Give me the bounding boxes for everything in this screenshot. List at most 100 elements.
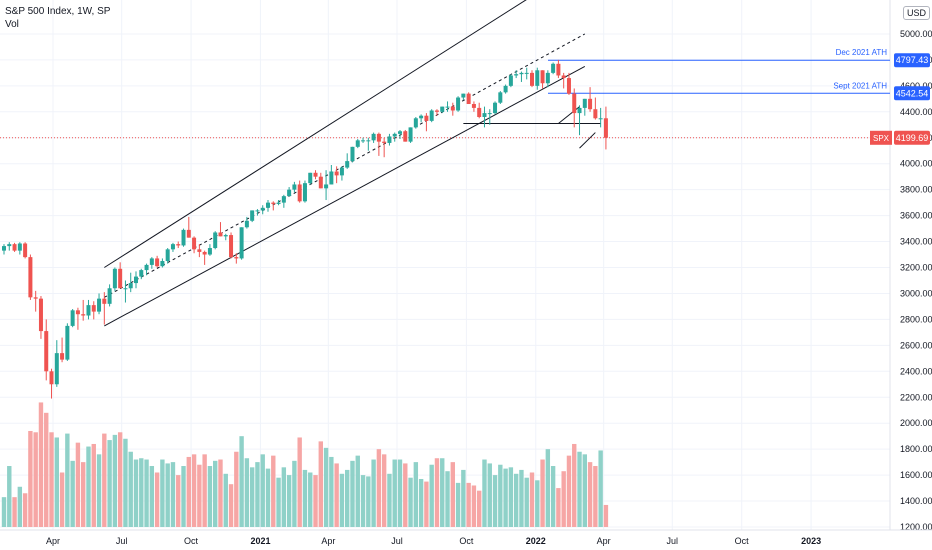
volume-bar xyxy=(17,486,23,527)
candle-body xyxy=(582,98,587,108)
candle-body xyxy=(398,131,402,134)
candle-body xyxy=(471,104,476,108)
volume-bar xyxy=(139,458,144,527)
volume-bar xyxy=(239,436,244,527)
x-tick-label: Oct xyxy=(735,536,750,546)
candle-body xyxy=(60,353,65,360)
candle-body xyxy=(324,184,329,189)
volume-bar xyxy=(418,478,424,527)
volume-bar xyxy=(572,443,577,527)
volume-bar xyxy=(408,477,413,527)
volume-label[interactable]: Vol xyxy=(5,19,19,30)
ath-level-label: Sept 2021 ATH xyxy=(833,81,887,90)
volume-bar xyxy=(387,473,392,527)
y-tick-label: 4400.00 xyxy=(900,107,932,117)
volume-bar xyxy=(234,451,239,527)
candle-body xyxy=(70,310,75,326)
y-tick-label: 1800.00 xyxy=(900,444,932,454)
volume-bar xyxy=(96,454,102,527)
volume-bar xyxy=(381,454,387,527)
last-price-value: 4199.69 xyxy=(896,133,929,143)
candle-body xyxy=(566,78,571,94)
volume-bar xyxy=(292,460,297,527)
candle-body xyxy=(366,140,371,142)
candle-body xyxy=(545,72,550,84)
candle-body xyxy=(413,118,418,128)
candle-body xyxy=(49,371,54,385)
volume-bar xyxy=(144,459,149,527)
volume-bar xyxy=(218,459,223,527)
y-tick-label: 3000.00 xyxy=(900,288,932,298)
y-tick-label: 3200.00 xyxy=(900,263,932,273)
candle-body xyxy=(12,244,17,251)
currency-badge[interactable]: USD xyxy=(903,6,931,20)
candle-body xyxy=(112,268,117,289)
symbol-tag xyxy=(870,130,892,145)
volume-bar xyxy=(22,493,28,527)
volume-bar xyxy=(202,454,207,527)
candle-body xyxy=(207,248,212,255)
candle-body xyxy=(556,63,561,76)
volume-bar xyxy=(181,466,186,527)
volume-bar xyxy=(413,462,419,527)
volume-bar xyxy=(445,471,450,527)
volume-bar xyxy=(70,460,75,527)
candle-body xyxy=(524,72,529,74)
volume-bar xyxy=(12,497,17,527)
x-tick-label: Jul xyxy=(667,536,679,546)
candle-body xyxy=(376,133,381,142)
volume-bar xyxy=(366,476,371,527)
channel-upper-line xyxy=(104,0,527,268)
volume-bar xyxy=(355,455,360,527)
price-tag xyxy=(894,53,930,68)
volume-bar xyxy=(524,477,529,527)
candle-body xyxy=(572,93,577,114)
volume-bar xyxy=(170,462,176,527)
volume-bar xyxy=(550,466,556,527)
candle-body xyxy=(165,249,170,262)
volume-bar xyxy=(561,471,566,527)
flag-lower-line xyxy=(579,132,596,149)
candle-body xyxy=(86,305,91,316)
candle-body xyxy=(339,167,344,176)
volume-bar xyxy=(487,463,492,527)
x-tick-label: Oct xyxy=(184,536,199,546)
candle-body xyxy=(466,93,471,105)
volume-bar xyxy=(492,475,498,527)
volume-bar xyxy=(513,473,519,527)
volume-bar xyxy=(102,433,107,527)
candle-body xyxy=(392,133,397,137)
candle-body xyxy=(361,140,366,142)
volume-bar xyxy=(434,458,440,527)
candle-body xyxy=(419,115,424,119)
symbol-title[interactable]: S&P 500 Index, 1W, SP xyxy=(5,6,111,17)
candle-body xyxy=(498,92,503,103)
volume-bar xyxy=(503,468,508,527)
volume-bar xyxy=(176,475,181,527)
candle-body xyxy=(345,161,350,168)
volume-bar xyxy=(281,467,287,527)
candle-body xyxy=(107,288,112,304)
candle-body xyxy=(244,220,249,228)
candle-body xyxy=(387,136,392,143)
candle-body xyxy=(482,113,487,117)
candle-body xyxy=(276,202,281,204)
volume-bar xyxy=(376,449,382,527)
y-tick-label: 3400.00 xyxy=(900,237,932,247)
x-tick-label: Apr xyxy=(597,536,611,546)
candle-body xyxy=(424,115,429,121)
volume-bar xyxy=(392,459,397,527)
volume-bar xyxy=(477,490,482,527)
volume-bar xyxy=(44,412,49,527)
candle-body xyxy=(308,172,313,184)
x-tick-label: Jul xyxy=(391,536,403,546)
volume-bar xyxy=(117,432,123,527)
volume-bar xyxy=(186,456,191,527)
volume-bar xyxy=(213,460,218,527)
volume-bar xyxy=(397,459,403,527)
candle-body xyxy=(530,72,534,86)
candle-body xyxy=(297,184,302,202)
x-tick-label: Apr xyxy=(321,536,335,546)
